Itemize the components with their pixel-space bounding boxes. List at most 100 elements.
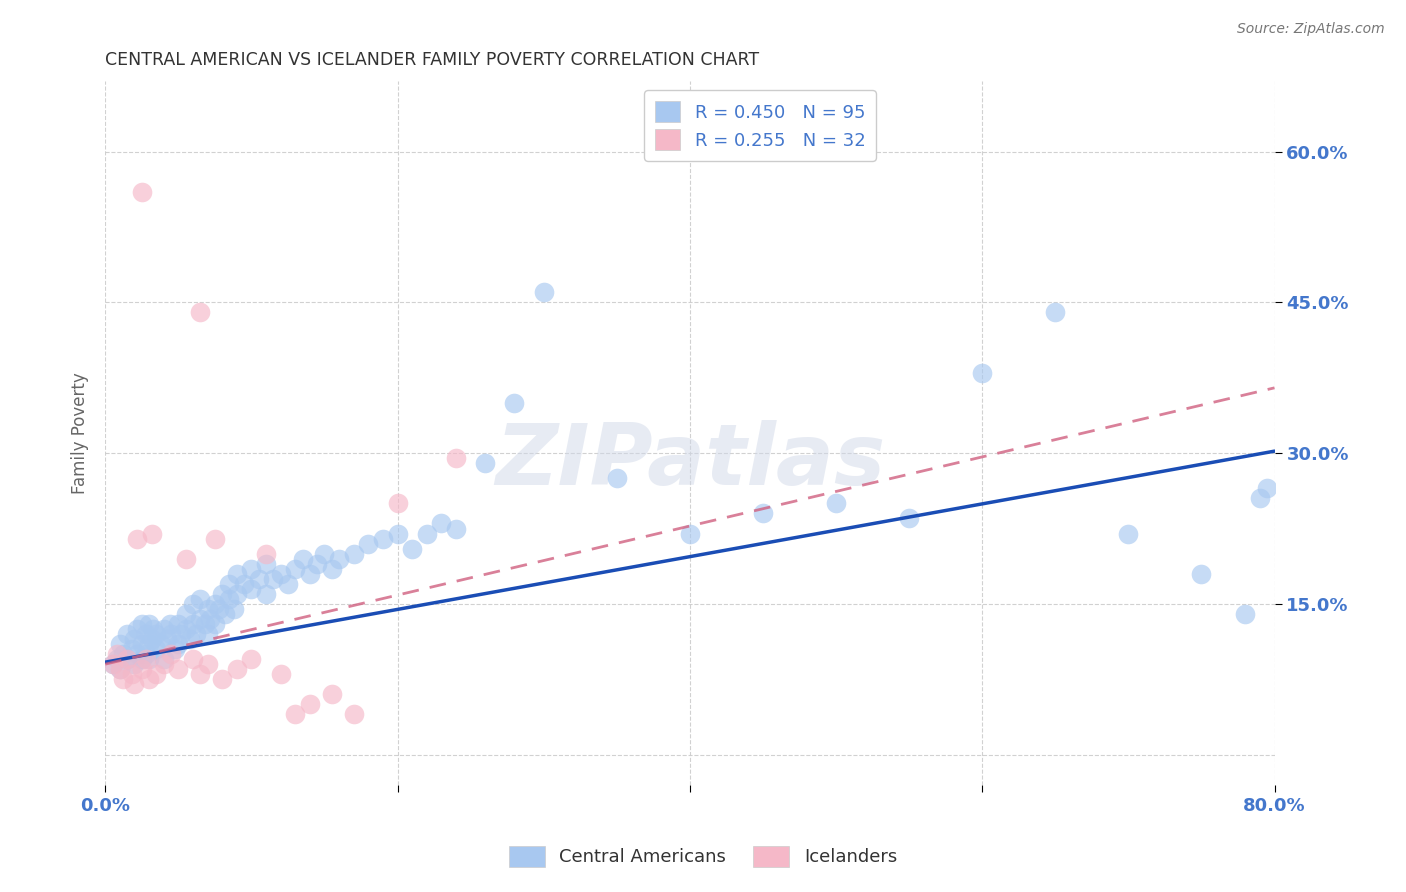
Point [167,662,190,676]
Text: ZIPatlas: ZIPatlas [495,420,884,503]
Point [371,532,394,546]
Point [115,627,138,641]
Point [145,627,167,641]
Point [1191,566,1213,581]
Point [124,677,146,691]
Point [1118,526,1140,541]
Point [225,566,247,581]
Point [197,657,219,672]
Point [152,657,174,672]
Point [155,632,177,646]
Point [298,698,321,712]
Point [174,622,197,636]
Point [167,637,190,651]
Point [101,657,124,672]
Point [159,617,181,632]
Point [131,662,153,676]
Point [240,652,263,666]
Point [225,587,247,601]
Point [108,662,131,676]
Point [142,622,165,636]
Point [152,622,174,636]
Point [108,637,131,651]
Point [387,496,409,510]
Point [135,627,157,641]
Point [825,496,848,510]
Point [503,396,526,410]
Point [1234,607,1257,621]
Point [170,627,193,641]
Point [254,547,277,561]
Point [211,587,233,601]
Point [111,647,134,661]
Point [752,507,775,521]
Point [898,511,921,525]
Text: CENTRAL AMERICAN VS ICELANDER FAMILY POVERTY CORRELATION CHART: CENTRAL AMERICAN VS ICELANDER FAMILY POV… [105,51,759,69]
Point [225,662,247,676]
Point [254,557,277,571]
Point [416,526,439,541]
Point [188,305,211,319]
Point [121,667,143,681]
Point [174,551,197,566]
Point [138,672,160,686]
Point [270,566,292,581]
Point [387,526,409,541]
Point [149,637,172,651]
Point [111,672,134,686]
Point [307,557,329,571]
Text: Source: ZipAtlas.com: Source: ZipAtlas.com [1237,22,1385,37]
Point [174,607,197,621]
Point [328,551,350,566]
Point [131,185,153,199]
Point [270,667,292,681]
Point [343,707,366,722]
Point [204,597,226,611]
Point [277,576,299,591]
Point [321,687,343,701]
Point [247,572,270,586]
Point [152,652,174,666]
Point [131,652,153,666]
Point [606,471,628,485]
Point [197,602,219,616]
Point [1256,481,1278,495]
Point [105,652,128,666]
Point [160,647,183,661]
Point [321,562,343,576]
Point [165,642,187,657]
Point [108,662,131,676]
Point [240,562,263,576]
Point [200,612,222,626]
Legend: R = 0.450   N = 95, R = 0.255   N = 32: R = 0.450 N = 95, R = 0.255 N = 32 [644,90,876,161]
Point [204,617,226,632]
Point [291,551,314,566]
Point [194,617,217,632]
Point [181,597,204,611]
Point [105,647,128,661]
Point [474,456,496,470]
Point [138,637,160,651]
Point [314,547,336,561]
Point [208,602,231,616]
Point [211,672,233,686]
Point [145,642,167,657]
Point [298,566,321,581]
Legend: Central Americans, Icelanders: Central Americans, Icelanders [502,838,904,874]
Y-axis label: Family Poverty: Family Poverty [72,372,89,494]
Point [167,617,190,632]
Point [127,532,149,546]
Point [124,657,146,672]
Point [233,576,256,591]
Point [181,617,204,632]
Point [121,642,143,657]
Point [444,451,467,466]
Point [218,591,240,606]
Point [214,607,236,621]
Point [533,285,555,300]
Point [160,627,183,641]
Point [135,647,157,661]
Point [284,562,307,576]
Point [127,622,149,636]
Point [184,627,207,641]
